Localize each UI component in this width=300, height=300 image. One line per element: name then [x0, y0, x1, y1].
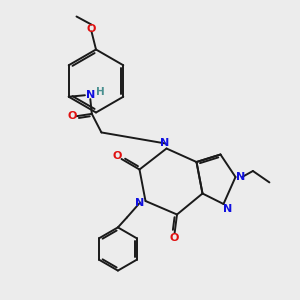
- Text: N: N: [236, 172, 245, 182]
- Text: N: N: [160, 138, 169, 148]
- Text: O: O: [67, 111, 76, 121]
- Text: O: O: [113, 151, 122, 161]
- Text: N: N: [136, 197, 145, 208]
- Text: N: N: [86, 90, 95, 100]
- Text: N: N: [224, 204, 232, 214]
- Text: H: H: [95, 87, 104, 97]
- Text: O: O: [169, 233, 179, 243]
- Text: O: O: [87, 23, 96, 34]
